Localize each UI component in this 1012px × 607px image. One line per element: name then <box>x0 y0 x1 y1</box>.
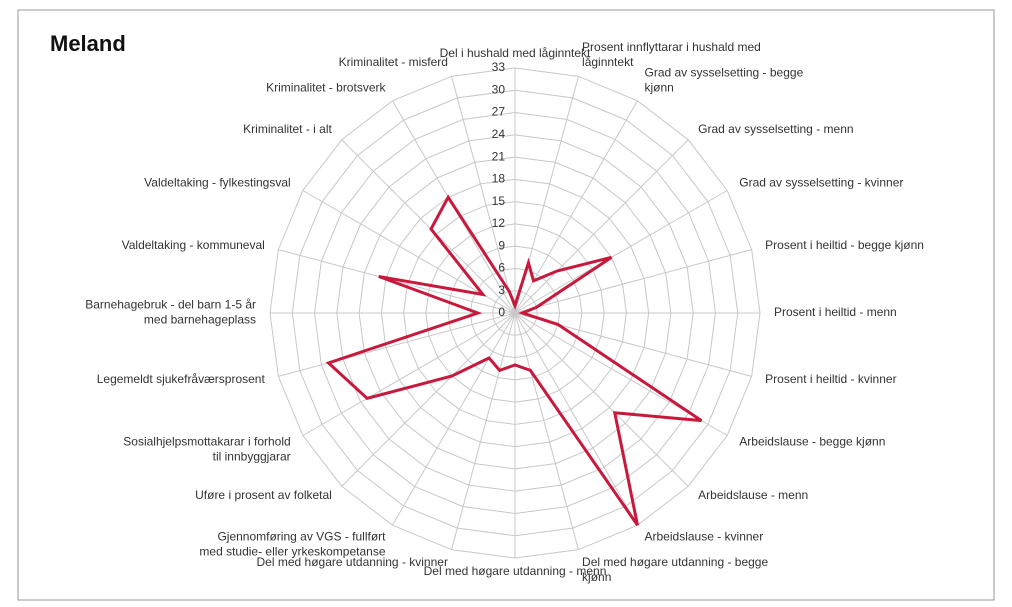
chart-title: Meland <box>50 31 126 56</box>
category-label: Del i hushald med låginntekt <box>440 46 591 60</box>
category-label: Barnehagebruk - del barn 1-5 år med barne… <box>85 298 256 327</box>
spoke <box>341 312 516 487</box>
category-label: Del med høgare utdanning - kvinner <box>257 555 448 569</box>
y-tick-label: 9 <box>498 238 505 252</box>
category-label: Prosent i heiltid - begge kjønn <box>765 238 924 252</box>
spoke <box>278 312 516 377</box>
spoke <box>514 100 638 314</box>
category-label: Prosent i heiltid - kvinner <box>765 372 896 386</box>
category-label: Prosent i heiltid - menn <box>774 305 897 319</box>
category-label: Uføre i prosent av folketal <box>195 488 332 502</box>
y-tick-label: 12 <box>492 216 506 230</box>
category-label: Kriminalitet - brotsverk <box>266 81 386 95</box>
chart-frame <box>17 9 995 601</box>
category-label: Arbeidslause - begge kjønn <box>739 435 885 449</box>
spoke <box>278 249 516 314</box>
category-label: Valdeltaking - kommuneval <box>122 238 265 252</box>
spoke <box>514 139 689 314</box>
category-label: Del med høgare utdanning - begge kjønn <box>582 555 768 584</box>
y-tick-label: 6 <box>498 261 505 275</box>
y-tick-label: 21 <box>492 149 506 163</box>
y-tick-label: 30 <box>492 82 506 96</box>
spoke <box>451 312 516 550</box>
spoke <box>514 312 579 550</box>
category-label: Grad av sysselsetting - begge kjønn <box>645 66 804 95</box>
category-label: Valdeltaking - fylkestingsval <box>144 176 291 190</box>
spoke <box>392 312 516 526</box>
category-label: Kriminalitet - i alt <box>243 122 332 136</box>
spoke <box>451 76 516 314</box>
category-label: Kriminalitet - misferd <box>339 55 448 69</box>
category-label: Legemeldt sjukefråværsprosent <box>97 372 266 386</box>
y-tick-label: 3 <box>498 283 505 297</box>
spoke <box>514 190 728 314</box>
spoke <box>341 139 516 314</box>
y-tick-label: 27 <box>492 105 506 119</box>
y-tick-label: 15 <box>492 194 506 208</box>
y-tick-label: 18 <box>492 172 506 186</box>
category-label: Arbeidslause - kvinner <box>645 529 764 543</box>
category-label: Arbeidslause - menn <box>698 488 808 502</box>
spoke <box>302 312 516 436</box>
category-label: Grad av sysselsetting - menn <box>698 122 853 136</box>
series-line <box>325 194 703 527</box>
category-label: Gjennomføring av VGS - fullført med studi… <box>199 529 386 558</box>
category-label: Prosent innflyttarar i hushald med låginn… <box>582 40 761 69</box>
category-label: Sosialhjelpsmottakarar i forhold til innb… <box>123 435 290 464</box>
category-label: Grad av sysselsetting - kvinner <box>739 176 903 190</box>
y-tick-label: 24 <box>492 127 506 141</box>
spoke <box>514 312 638 526</box>
spoke <box>514 249 752 314</box>
y-tick-label: 33 <box>492 60 506 74</box>
y-tick-label: 0 <box>498 305 505 319</box>
spoke <box>514 312 689 487</box>
category-label: Del med høgare utdanning - menn <box>424 564 607 578</box>
